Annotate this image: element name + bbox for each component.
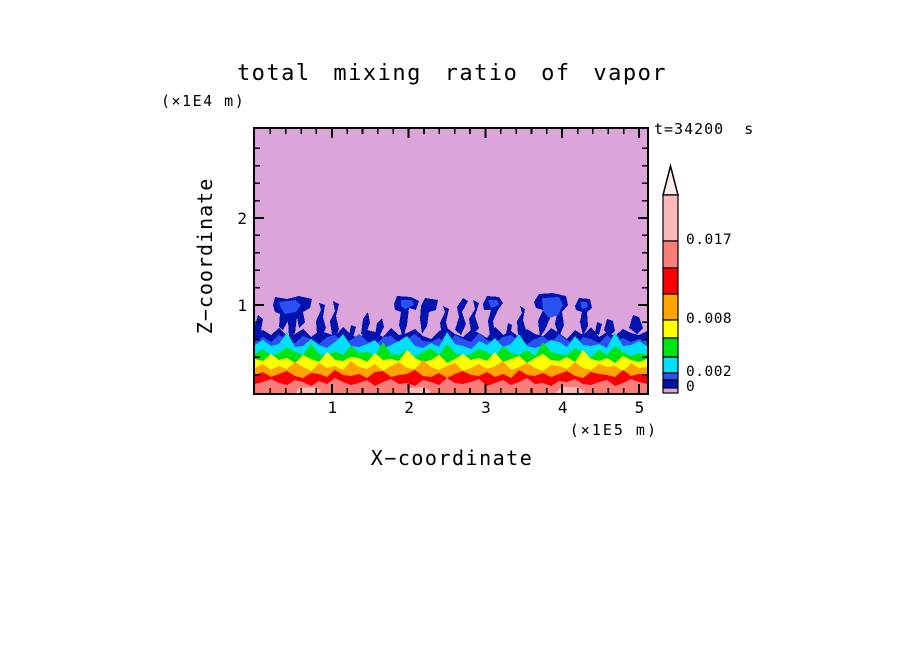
x-tick-label-4: 4 [557,398,568,417]
contour-tendril-5 [517,306,526,336]
contour-s-curve-2 [469,300,479,333]
chart-title: total mixing ratio of vapor [236,61,668,86]
colorbar-segment-5 [662,337,679,358]
contour-tendril-3 [361,312,370,336]
colorbar-segment-3 [662,293,679,321]
colorbar-segment-0 [662,194,679,242]
contour-anvil-6-core [580,302,588,309]
colorbar-label-0.017: 0.017 [686,232,733,248]
contour-anvil-3 [420,298,438,334]
contour-band-salmon [255,378,647,393]
x-tick-label-1: 1 [327,398,338,417]
contour-tendril-1 [316,303,326,336]
contour-plot-area [253,127,649,395]
colorbar-label-0: 0 [686,379,696,395]
z-tick-label-2: 2 [237,208,247,228]
z-axis-title: Z−coordinate [193,177,217,335]
contour-anvil-2 [394,296,419,338]
colorbar-segment-9 [662,387,679,394]
z-axis-units-label: (×1E4 m) [161,92,246,110]
contour-field-svg [255,129,647,393]
colorbar-label-0.008: 0.008 [686,311,733,327]
contour-anvil-2-core [401,300,414,309]
x-axis-units-label: (×1E5 m) [569,421,658,439]
contour-anvil-4-core [488,300,499,308]
colorbar-segment-2 [662,267,679,295]
contour-flame-5 [604,319,615,336]
z-tick-label-1: 1 [237,295,247,315]
x-tick-label-2: 2 [404,398,414,417]
x-tick-label-5: 5 [634,398,645,417]
contour-tendril-2 [330,301,339,336]
contour-flame-left-edge [255,315,263,335]
contour-anvil-4 [483,296,503,336]
contour-anvil-1-core [279,300,301,314]
contour-s-curve-1 [455,298,468,335]
colorbar-arrow-cap [662,163,679,196]
colorbar-segment-4 [662,319,679,339]
colorbar [662,163,679,394]
contour-flame-4 [595,322,602,335]
x-tick-label-3: 3 [481,398,491,417]
colorbar-segment-7 [662,372,679,381]
x-axis-title: X−coordinate [370,446,534,470]
contour-anvil-5-core [542,297,563,318]
colorbar-segment-6 [662,356,679,374]
colorbar-segment-1 [662,240,679,269]
contour-anvil-6 [575,298,592,336]
contour-flame-6 [629,315,643,334]
colorbar-segment-8 [662,379,679,389]
time-label: t=34200 s [654,120,755,138]
colorbar-label-0.002: 0.002 [686,364,733,380]
contour-flame-2 [375,318,384,337]
